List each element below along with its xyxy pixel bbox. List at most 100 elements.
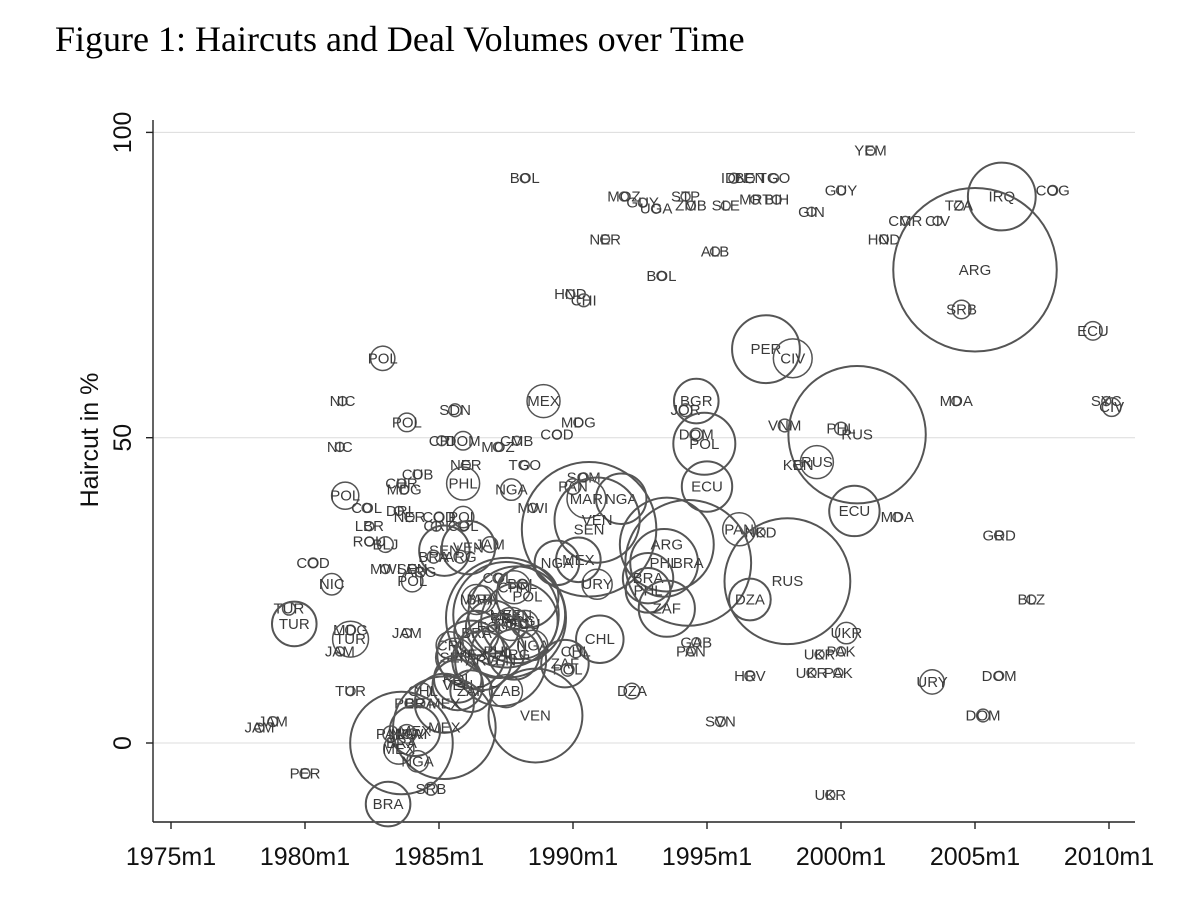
data-bubble — [685, 646, 697, 657]
axes — [152, 120, 1135, 823]
data-point-label: BOL — [646, 268, 676, 285]
x-tick-label: 1975m1 — [126, 843, 216, 871]
data-bubble — [768, 172, 780, 184]
data-point-label: SDN — [439, 402, 471, 419]
data-point-label: PHL — [633, 582, 662, 599]
data-point-label: MAR — [570, 491, 604, 508]
data-point-label: MWI — [397, 726, 428, 743]
data-bubble — [392, 675, 497, 781]
data-bubble — [519, 459, 531, 471]
data-point-label: IRQ — [988, 189, 1015, 206]
data-point-label: CHI — [571, 292, 597, 309]
data-bubble — [480, 581, 559, 661]
data-point-label: MEX — [428, 720, 461, 737]
data-point-label: URY — [916, 674, 947, 691]
data-bubble — [771, 194, 782, 205]
data-point-label: MDG — [333, 622, 368, 639]
data-point-label: JAM — [325, 643, 355, 660]
data-point-label: COL — [448, 518, 479, 535]
data-bubble — [380, 563, 391, 575]
data-point-label: NIC — [327, 439, 353, 456]
data-bubble — [445, 466, 481, 501]
data-bubble — [595, 472, 648, 525]
data-point-label: JAM — [475, 537, 505, 554]
data-point-label: HND — [554, 286, 587, 303]
data-point-label: BRA — [418, 549, 449, 566]
data-bubble — [806, 206, 817, 218]
data-bubble — [878, 234, 890, 245]
data-point-label: GUY — [825, 182, 858, 199]
data-bubble — [406, 749, 430, 773]
data-bubble — [573, 417, 584, 428]
data-point-label: PHL — [449, 475, 478, 492]
data-bubble — [1101, 395, 1112, 407]
data-point-label: UGA — [640, 201, 673, 218]
data-point-label: CUB — [402, 466, 434, 483]
data-bubble — [551, 429, 563, 440]
data-point-label: CMR — [888, 213, 922, 230]
data-point-label: VEN — [582, 512, 613, 529]
data-point-label: NIC — [319, 576, 345, 593]
data-bubble — [560, 662, 575, 677]
data-point-label: PER — [751, 341, 782, 358]
data-bubble — [993, 670, 1005, 682]
data-bubble — [364, 536, 375, 547]
data-point-label: PHL — [826, 421, 855, 438]
data-bubble — [436, 435, 448, 447]
data-point-label: GIN — [798, 204, 825, 221]
data-point-label: MEX — [455, 646, 488, 663]
data-bubble — [691, 637, 702, 648]
data-bubble — [951, 299, 972, 320]
data-point-label: ARG — [959, 262, 992, 279]
data-bubble — [825, 789, 836, 801]
data-point-label: MDA — [881, 509, 914, 526]
data-bubble — [431, 658, 484, 712]
x-tick-label: 2010m1 — [1064, 843, 1154, 871]
data-point-label: NGA — [401, 753, 434, 770]
data-bubble — [720, 200, 732, 211]
data-bubble — [680, 191, 691, 202]
data-point-label: SEN — [429, 543, 460, 560]
data-bubble — [680, 460, 734, 513]
data-point-label: POL — [397, 573, 427, 590]
data-point-label: DOM — [982, 668, 1017, 685]
data-bubble — [689, 427, 704, 442]
data-bubble — [299, 767, 311, 780]
data-point-label: TUR — [335, 631, 366, 648]
data-point-label: SLE — [712, 198, 740, 215]
data-point-label: HRV — [734, 668, 765, 685]
data-point-label: SYC — [1091, 393, 1122, 410]
data-point-label: PAN — [676, 643, 706, 660]
data-bubble — [254, 722, 265, 733]
data-bubble — [892, 187, 1058, 353]
data-bubble — [637, 197, 648, 208]
data-bubble — [672, 377, 720, 425]
data-bubble — [578, 472, 589, 483]
data-bubble — [470, 623, 526, 680]
data-bubble — [637, 579, 696, 638]
data-point-label: DOM — [446, 433, 481, 450]
data-point-label: ALB — [701, 243, 729, 260]
data-bubble — [418, 524, 471, 577]
data-bubble — [481, 536, 499, 554]
data-point-label: POL — [368, 350, 398, 367]
data-bubble — [777, 418, 792, 433]
figure-title: Figure 1: Haircuts and Deal Volumes over… — [55, 19, 745, 59]
data-point-label: DOM — [679, 427, 714, 444]
data-bubble — [487, 628, 541, 681]
data-bubble — [618, 496, 715, 593]
data-point-label: POL — [553, 662, 583, 679]
data-bubble — [834, 621, 858, 645]
data-point-label: MRT — [739, 192, 771, 209]
data-bubble — [1101, 397, 1122, 418]
data-bubble — [453, 430, 474, 451]
data-point-label: ZMB — [675, 198, 707, 215]
data-bubble — [919, 669, 946, 695]
data-bubble — [540, 638, 590, 689]
data-bubble — [565, 288, 576, 300]
data-bubble — [749, 194, 761, 205]
data-point-label: CIV — [1099, 399, 1124, 416]
data-point-label: MDG — [561, 414, 596, 431]
x-tick-label: 1990m1 — [528, 843, 618, 871]
data-point-label: VEN — [520, 708, 551, 725]
